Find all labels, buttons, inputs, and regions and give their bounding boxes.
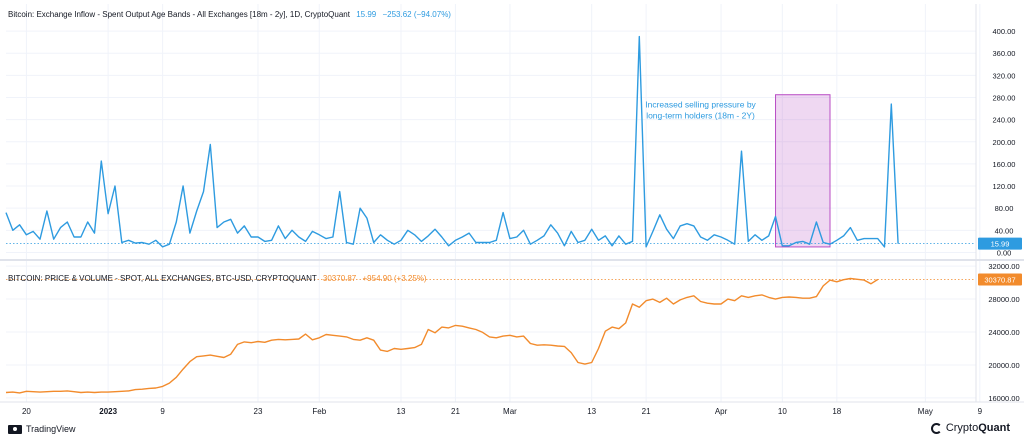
price-legend: BITCOIN: PRICE & VOLUME - SPOT, ALL EXCH…: [8, 274, 427, 283]
price-last-value: 30370.87: [322, 274, 357, 283]
inflow-y-tick-label-10: 0.00: [997, 248, 1012, 257]
inflow-y-tick-label-7: 120.00: [993, 182, 1016, 191]
inflow-last-value-bg: [978, 237, 1022, 250]
inflow-y-tick-label-2: 320.00: [993, 71, 1016, 80]
price-y-tick-label-2: 24000.00: [988, 328, 1019, 337]
price-change: +954.90 (+3.25%): [362, 274, 427, 283]
cryptoquant-label-a: Crypto: [945, 422, 979, 434]
price-last-value-bg: [978, 273, 1022, 286]
x-tick-label-3: 23: [254, 407, 263, 416]
inflow-title: Bitcoin: Exchange Inflow - Spent Output …: [8, 10, 350, 19]
inflow-series-line: [5, 35, 899, 248]
inflow-last-value-tag: 15.99: [978, 237, 1022, 250]
inflow-y-tick-label-4: 240.00: [993, 116, 1016, 125]
x-tick-label-10: Apr: [715, 407, 728, 416]
price-series-line: [5, 277, 879, 394]
x-tick-label-1: 2023: [99, 407, 117, 416]
annotation-text-line1: Increased selling pressure by: [645, 100, 756, 110]
inflow-y-tick-label-0: 400.00: [993, 27, 1016, 36]
x-tick-label-0: 20: [22, 407, 31, 416]
inflow-y-tick-label-6: 160.00: [993, 160, 1016, 169]
inflow-last-value-label: 15.99: [991, 240, 1010, 249]
x-tick-label-9: 21: [642, 407, 651, 416]
tradingview-label: TradingView: [26, 424, 76, 434]
x-tick-label-12: 18: [832, 407, 841, 416]
cryptoquant-logo-icon: [930, 422, 942, 434]
tradingview-logo-icon: [8, 424, 22, 434]
inflow-y-tick-label-8: 80.00: [995, 204, 1014, 213]
cryptoquant-brand: CryptoQuant: [930, 422, 1010, 434]
annotation-box: [775, 94, 831, 248]
inflow-y-tick-label-3: 280.00: [993, 93, 1016, 102]
price-last-value-tag: 30370.87: [978, 273, 1022, 286]
inflow-legend: Bitcoin: Exchange Inflow - Spent Output …: [8, 10, 451, 19]
x-tick-label-14: 9: [978, 407, 983, 416]
price-title: BITCOIN: PRICE & VOLUME - SPOT, ALL EXCH…: [8, 274, 317, 283]
inflow-last-value: 15.99: [356, 10, 377, 19]
inflow-change: −253.62 (−94.07%): [382, 10, 451, 19]
x-tick-label-8: 13: [587, 407, 596, 416]
x-tick-label-4: Feb: [312, 407, 326, 416]
price-last-value-label: 30370.87: [984, 276, 1015, 285]
x-tick-label-11: 10: [778, 407, 787, 416]
price-y-tick-label-1: 28000.00: [988, 295, 1019, 304]
inflow-y-tick-label-9: 40.00: [995, 226, 1014, 235]
x-tick-label-5: 13: [397, 407, 406, 416]
cryptoquant-label-b: Quant: [978, 422, 1010, 434]
annotation-text-line2: long-term holders (18m - 2Y): [646, 111, 755, 121]
price-y-tick-label-3: 20000.00: [988, 361, 1019, 370]
x-tick-label-13: May: [918, 407, 933, 416]
x-tick-label-2: 9: [160, 407, 165, 416]
x-tick-label-6: 21: [451, 407, 460, 416]
price-y-tick-label-0: 32000.00: [988, 262, 1019, 271]
x-tick-label-7: Mar: [503, 407, 517, 416]
inflow-y-tick-label-5: 200.00: [993, 138, 1016, 147]
price-y-tick-label-4: 16000.00: [988, 394, 1019, 403]
inflow-y-tick-label-1: 360.00: [993, 49, 1016, 58]
tradingview-brand[interactable]: TradingView: [8, 424, 76, 434]
